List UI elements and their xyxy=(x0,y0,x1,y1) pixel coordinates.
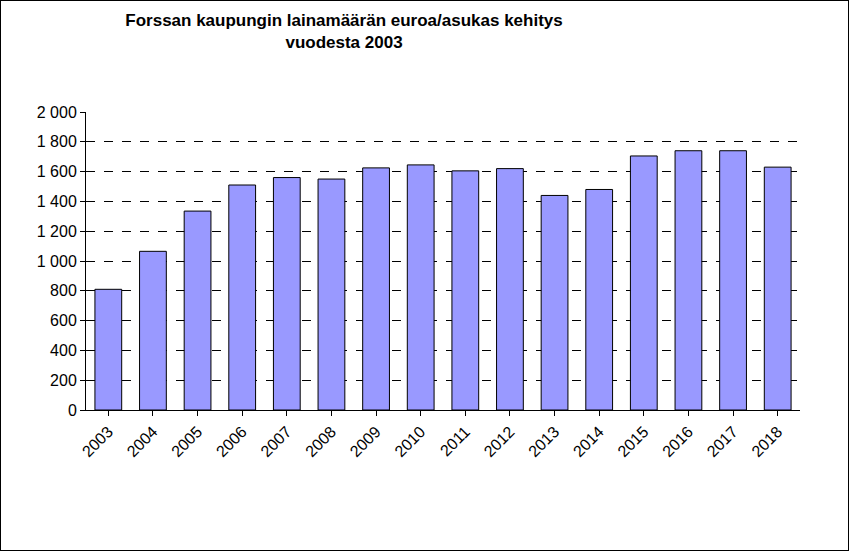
svg-text:2014: 2014 xyxy=(570,423,607,460)
svg-text:1 200: 1 200 xyxy=(37,223,77,240)
svg-text:2018: 2018 xyxy=(748,423,785,460)
svg-text:1 400: 1 400 xyxy=(37,193,77,210)
svg-text:2016: 2016 xyxy=(659,423,696,460)
svg-text:2013: 2013 xyxy=(525,423,562,460)
svg-text:2010: 2010 xyxy=(391,423,428,460)
svg-text:400: 400 xyxy=(50,342,77,359)
svg-text:800: 800 xyxy=(50,282,77,299)
svg-text:1 600: 1 600 xyxy=(37,163,77,180)
svg-text:200: 200 xyxy=(50,372,77,389)
svg-text:2003: 2003 xyxy=(79,423,116,460)
svg-text:2015: 2015 xyxy=(614,423,651,460)
svg-text:2011: 2011 xyxy=(437,423,473,459)
svg-text:2006: 2006 xyxy=(213,423,250,460)
svg-text:2007: 2007 xyxy=(257,423,294,460)
svg-text:600: 600 xyxy=(50,312,77,329)
svg-text:2004: 2004 xyxy=(124,423,161,460)
svg-text:1 000: 1 000 xyxy=(37,253,77,270)
svg-text:2008: 2008 xyxy=(302,423,339,460)
svg-text:2012: 2012 xyxy=(481,423,518,460)
svg-text:2017: 2017 xyxy=(704,423,741,460)
svg-text:2 000: 2 000 xyxy=(37,104,77,121)
svg-text:Forssan kaupungin lainamäärän: Forssan kaupungin lainamäärän euroa/asuk… xyxy=(125,11,562,52)
svg-text:2009: 2009 xyxy=(347,423,384,460)
svg-text:2005: 2005 xyxy=(168,423,205,460)
svg-text:0: 0 xyxy=(68,402,77,419)
svg-text:1 800: 1 800 xyxy=(37,133,77,150)
